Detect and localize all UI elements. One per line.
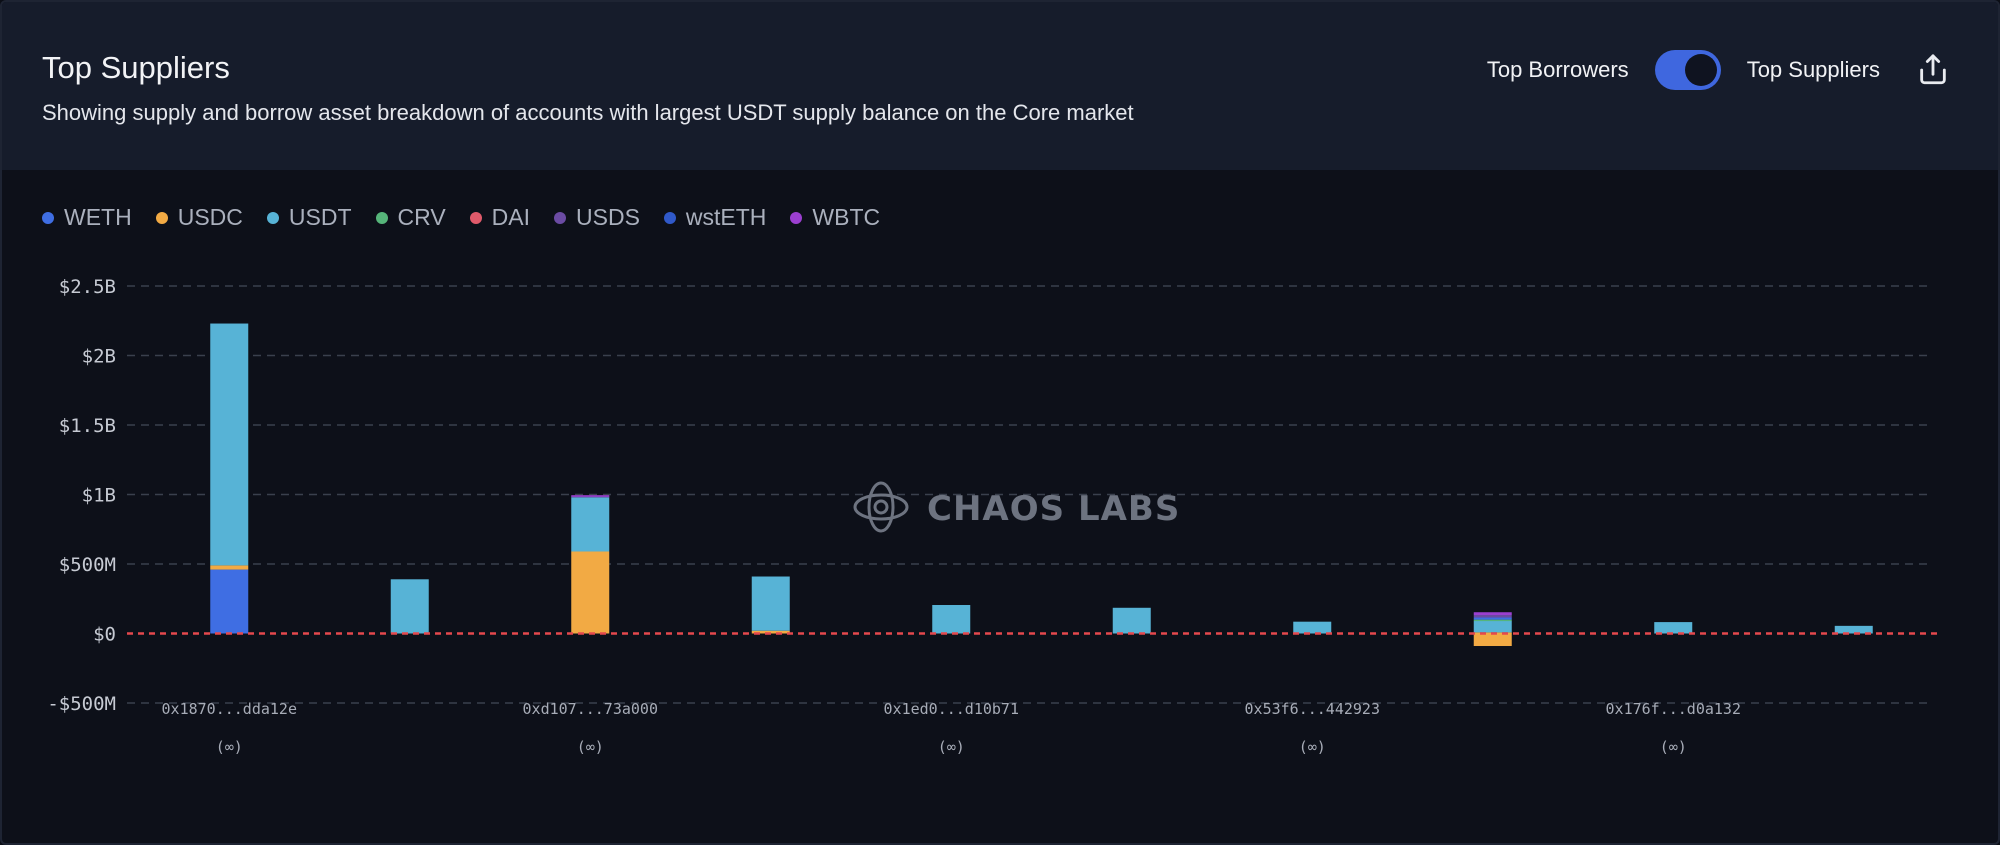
bar-segment-usdt[interactable] bbox=[571, 497, 610, 552]
legend-label: USDT bbox=[288, 204, 352, 230]
bar-segment-usdt[interactable] bbox=[1834, 625, 1873, 634]
bar-segment-usdt[interactable] bbox=[1112, 607, 1151, 634]
y-axis: $2.5B $2B $1.5B $1B $500M $0 -$500M bbox=[47, 276, 116, 715]
bar-stack[interactable] bbox=[390, 579, 429, 634]
page-title: Top Suppliers bbox=[42, 50, 230, 85]
legend-item-usdt[interactable]: USDT bbox=[266, 204, 352, 231]
bar-stack[interactable] bbox=[210, 323, 249, 634]
toggle-knob bbox=[1684, 54, 1717, 86]
legend-label: WBTC bbox=[812, 204, 881, 230]
page-subtitle: Showing supply and borrow asset breakdow… bbox=[42, 100, 1134, 125]
x-tick-sublabel: (∞) bbox=[1299, 738, 1326, 756]
legend-label: USDC bbox=[177, 204, 243, 230]
bar-segment-wbtc[interactable] bbox=[571, 495, 610, 497]
legend-item-crv[interactable]: CRV bbox=[375, 204, 446, 231]
x-tick-sublabel: (∞) bbox=[1660, 738, 1687, 756]
y-tick-label: $1.5B bbox=[59, 415, 116, 437]
bar-segment-weth[interactable] bbox=[210, 569, 249, 634]
x-tick-label: 0x1ed0...d10b71 bbox=[884, 700, 1019, 718]
bar-segment-usdt[interactable] bbox=[1293, 621, 1332, 634]
chart-legend: WETH USDC USDT CRV DAI USDS wstETH WBTC bbox=[42, 204, 880, 231]
legend-dot bbox=[42, 211, 54, 224]
header-controls: Top Borrowers Top Suppliers bbox=[1487, 46, 1950, 94]
bar-segment-usdc[interactable] bbox=[571, 551, 610, 634]
bar-stack[interactable] bbox=[571, 495, 610, 634]
x-tick-label: 0x53f6...442923 bbox=[1245, 700, 1380, 718]
x-tick-sublabel: (∞) bbox=[216, 738, 243, 756]
bar-segment-usdt[interactable] bbox=[932, 605, 971, 634]
legend-dot bbox=[375, 211, 388, 224]
bar-segment-usdc[interactable] bbox=[751, 630, 790, 634]
y-tick-label: -$500M bbox=[47, 693, 116, 715]
chaos-labs-watermark: CHAOS LABS bbox=[853, 481, 1180, 533]
x-tick-label: 0x176f...d0a132 bbox=[1606, 700, 1741, 718]
bar-segment-usdt[interactable] bbox=[210, 323, 249, 566]
top-suppliers-label[interactable]: Top Suppliers bbox=[1746, 57, 1880, 82]
x-tick-label: 0xd107...73a000 bbox=[523, 700, 658, 718]
legend-item-wsteth[interactable]: wstETH bbox=[663, 204, 767, 231]
bars bbox=[210, 323, 1873, 647]
bar-segment-usdt[interactable] bbox=[1473, 620, 1512, 633]
legend-item-usdc[interactable]: USDC bbox=[155, 204, 243, 231]
card-header: Top Suppliers Showing supply and borrow … bbox=[2, 2, 1998, 170]
bar-stack[interactable] bbox=[1654, 622, 1693, 634]
y-tick-label: $500M bbox=[59, 554, 116, 576]
bar-segment-usdt[interactable] bbox=[751, 576, 790, 631]
bar-stack[interactable] bbox=[1293, 621, 1332, 634]
y-tick-label: $2B bbox=[82, 346, 116, 368]
bar-stack[interactable] bbox=[932, 605, 971, 634]
y-tick-label: $2.5B bbox=[59, 276, 116, 298]
legend-dot bbox=[469, 211, 482, 224]
legend-dot bbox=[663, 211, 676, 224]
legend-label: DAI bbox=[491, 204, 531, 230]
top-borrowers-label[interactable]: Top Borrowers bbox=[1486, 57, 1629, 82]
legend-label: wstETH bbox=[685, 204, 767, 230]
x-tick-label: 0x1870...dda12e bbox=[162, 700, 297, 718]
x-axis: 0x1870...dda12e (∞) 0xd107...73a000 (∞) 0x1e… bbox=[162, 700, 1741, 756]
bar-segment-usdt[interactable] bbox=[1654, 622, 1693, 634]
legend-item-weth[interactable]: WETH bbox=[42, 204, 132, 231]
legend-dot bbox=[790, 211, 803, 224]
bar-stack[interactable] bbox=[751, 576, 790, 634]
legend-dot bbox=[155, 211, 168, 224]
legend-dot bbox=[266, 211, 279, 224]
y-tick-label: $1B bbox=[82, 485, 116, 507]
legend-label: WETH bbox=[64, 204, 132, 230]
bar-stack[interactable] bbox=[1834, 625, 1873, 634]
bar-stack[interactable] bbox=[1473, 612, 1512, 647]
legend-label: USDS bbox=[576, 204, 640, 230]
chaos-labs-logo-icon bbox=[853, 481, 909, 533]
bar-segment-usds[interactable] bbox=[1473, 615, 1512, 618]
suppliers-borrowers-toggle[interactable] bbox=[1654, 50, 1721, 90]
y-tick-label: $0 bbox=[93, 624, 116, 646]
legend-dot bbox=[554, 211, 567, 224]
bar-segment-usdc[interactable] bbox=[210, 565, 249, 570]
bar-segment-wbtc[interactable] bbox=[1473, 612, 1512, 616]
legend-item-usds[interactable]: USDS bbox=[554, 204, 640, 231]
bar-stack[interactable] bbox=[1112, 607, 1151, 634]
grid-lines bbox=[127, 285, 1932, 704]
bar-segment-weth[interactable] bbox=[1473, 617, 1512, 620]
legend-item-wbtc[interactable]: WBTC bbox=[790, 204, 880, 231]
x-tick-sublabel: (∞) bbox=[577, 738, 604, 756]
bar-segment-crv[interactable] bbox=[1473, 619, 1512, 622]
watermark-text: CHAOS LABS bbox=[927, 489, 1180, 529]
bar-segment-usdt[interactable] bbox=[390, 579, 429, 634]
export-icon[interactable] bbox=[1916, 53, 1950, 87]
bar-segment-usdc[interactable] bbox=[1473, 633, 1512, 647]
legend-label: CRV bbox=[397, 204, 446, 230]
x-tick-sublabel: (∞) bbox=[938, 738, 965, 756]
legend-item-dai[interactable]: DAI bbox=[469, 204, 531, 231]
